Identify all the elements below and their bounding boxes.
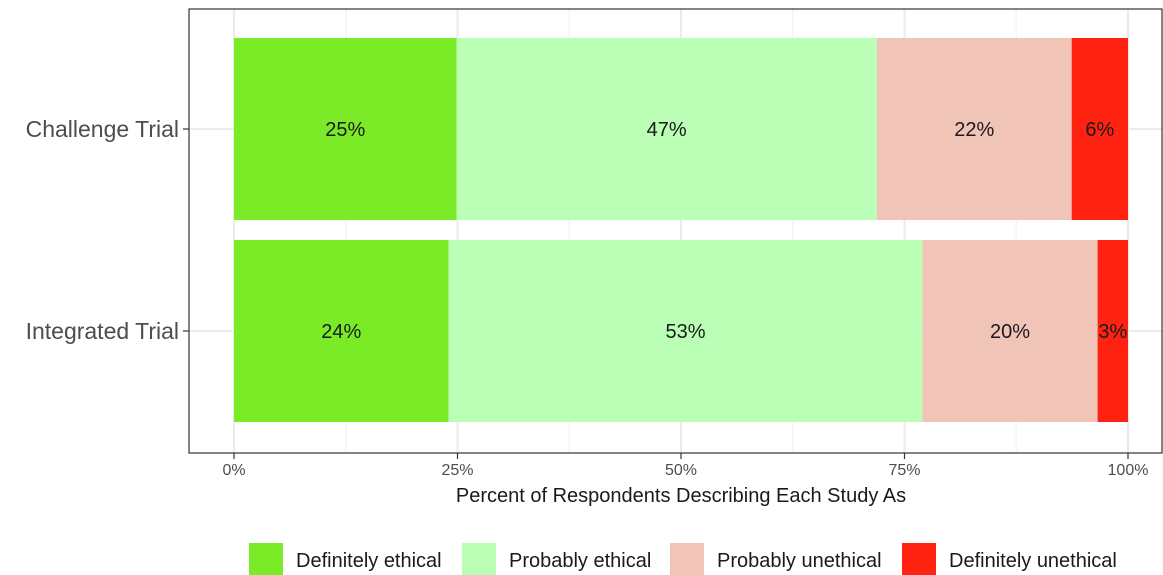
bar-segment <box>1097 240 1128 422</box>
bar-value-label: 25% <box>325 119 365 141</box>
legend-swatch <box>462 543 496 575</box>
legend-swatch <box>902 543 936 575</box>
x-axis-label: Percent of Respondents Describing Each S… <box>456 485 906 507</box>
bar-value-label: 3% <box>1098 321 1127 343</box>
legend: Definitely ethical Probably ethical Probab… <box>249 543 1117 575</box>
bar-value-label: 6% <box>1085 119 1114 141</box>
bar-value-label: 22% <box>954 119 994 141</box>
bar-segment <box>1071 38 1128 220</box>
bar-segment <box>448 240 923 422</box>
bar-segment <box>234 240 449 422</box>
legend-label: Definitely ethical <box>296 550 442 572</box>
x-tick-label: 50% <box>665 462 697 479</box>
legend-label: Probably unethical <box>717 550 882 572</box>
bar-segment <box>922 240 1098 422</box>
y-tick-label: Challenge Trial <box>26 116 179 142</box>
bar-segment <box>234 38 457 220</box>
bar-value-label: 24% <box>321 321 361 343</box>
legend-swatch <box>670 543 704 575</box>
bar-segment <box>456 38 877 220</box>
y-axis: Challenge Trial Integrated Trial <box>26 116 189 344</box>
legend-label: Definitely unethical <box>949 550 1117 572</box>
x-tick-label: 0% <box>222 462 245 479</box>
x-tick-label: 25% <box>441 462 473 479</box>
x-tick-label: 75% <box>888 462 920 479</box>
bar-labels: 25% 47% 22% 6% 24% 53% 20% 3% <box>321 119 1127 343</box>
y-tick-label: Integrated Trial <box>26 318 179 344</box>
bar-value-label: 20% <box>990 321 1030 343</box>
bar-value-label: 47% <box>647 119 687 141</box>
bar-value-label: 53% <box>665 321 705 343</box>
x-tick-label: 100% <box>1108 462 1149 479</box>
panel-border <box>188 8 1163 454</box>
legend-label: Probably ethical <box>509 550 651 572</box>
bar-segment <box>876 38 1072 220</box>
bars <box>234 38 1128 422</box>
x-axis: 0% 25% 50% 75% 100% <box>222 453 1148 479</box>
legend-swatch <box>249 543 283 575</box>
